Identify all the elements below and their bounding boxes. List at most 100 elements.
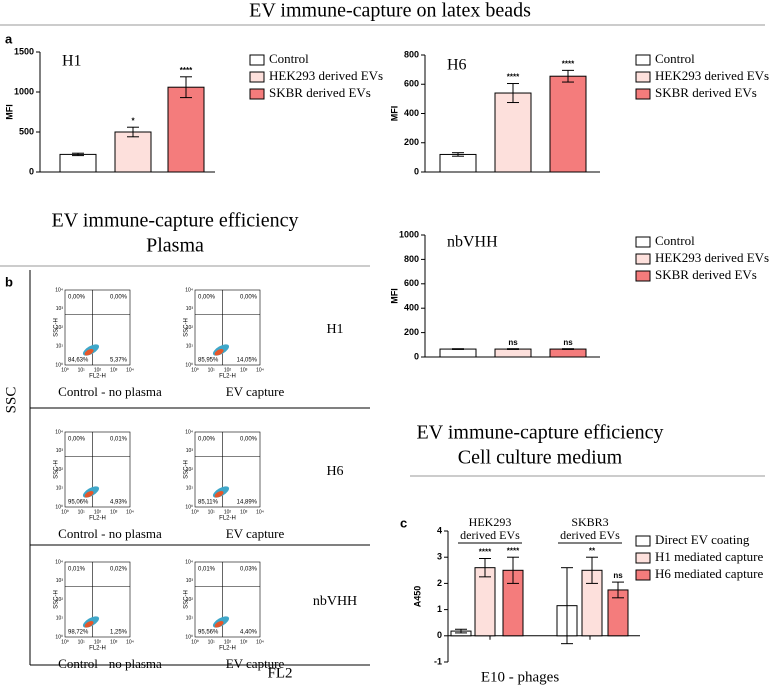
quadrant-percent: 0,01% bbox=[198, 567, 216, 573]
legend-swatch bbox=[249, 88, 265, 100]
significance: ns bbox=[508, 338, 518, 347]
x-tick-label: 10² bbox=[94, 509, 102, 515]
y-tick-label: 1500 bbox=[14, 46, 34, 56]
x-tick-label: 10¹ bbox=[78, 639, 86, 645]
y-tick-label: 0 bbox=[437, 630, 442, 640]
y-tick-label: 10⁰ bbox=[55, 362, 63, 368]
bar bbox=[549, 348, 587, 358]
quadrant-percent: 0,01% bbox=[110, 437, 128, 443]
legend-swatch bbox=[635, 236, 651, 248]
flow-x-title: FL2 bbox=[267, 665, 292, 681]
y-tick-label: 1 bbox=[437, 604, 442, 614]
quadrant-percent: 0,00% bbox=[110, 295, 128, 301]
flow-y-axis: SSC-H bbox=[184, 460, 190, 479]
significance: **** bbox=[507, 546, 520, 555]
x-tick-label: 10³ bbox=[110, 509, 118, 515]
x-tick-label: 10⁰ bbox=[191, 367, 199, 373]
legend-swatch bbox=[635, 253, 651, 265]
bar bbox=[167, 86, 205, 173]
significance: **** bbox=[562, 59, 575, 68]
significance: **** bbox=[180, 66, 193, 75]
legend-label: Control bbox=[655, 233, 695, 248]
legend-swatch bbox=[249, 54, 265, 66]
y-tick-label: 0 bbox=[414, 166, 419, 176]
quadrant-percent: 1,25% bbox=[110, 630, 128, 636]
y-tick-label: 400 bbox=[404, 108, 419, 118]
x-tick-label: 10⁴ bbox=[126, 367, 134, 373]
x-tick-label: 10⁴ bbox=[126, 639, 134, 645]
y-tick-label: 10³ bbox=[186, 448, 194, 454]
legend-swatch bbox=[635, 552, 651, 564]
cell-cluster bbox=[214, 490, 224, 498]
y-tick-label: 10¹ bbox=[186, 616, 194, 622]
y-tick-label: 600 bbox=[404, 79, 419, 89]
quadrant-percent: 0,00% bbox=[198, 437, 216, 443]
y-tick-label: 1000 bbox=[14, 86, 34, 96]
y-tick-label: 10² bbox=[56, 597, 64, 603]
legend-label: Direct EV coating bbox=[655, 532, 750, 547]
flow-plot bbox=[194, 289, 261, 366]
y-tick-label: 10¹ bbox=[56, 486, 64, 492]
chart-title: H6 bbox=[447, 57, 467, 74]
x-axis-label: E10 - phages bbox=[481, 669, 559, 685]
y-tick-label: 10² bbox=[186, 325, 194, 331]
y-tick-label: 0 bbox=[414, 351, 419, 361]
bar bbox=[474, 567, 496, 637]
quadrant-percent: 14,05% bbox=[237, 358, 258, 364]
y-tick-label: 3 bbox=[437, 552, 442, 562]
flow-y-axis: SSC-H bbox=[54, 460, 60, 479]
y-tick-label: 1000 bbox=[399, 229, 419, 239]
flow-plot bbox=[194, 431, 261, 508]
y-tick-label: 10⁰ bbox=[185, 634, 193, 640]
cell-cluster bbox=[84, 348, 94, 356]
x-tick-label: 10¹ bbox=[208, 509, 216, 515]
quadrant-percent: 14,89% bbox=[237, 500, 258, 506]
quadrant-percent: 0,01% bbox=[68, 567, 86, 573]
y-tick-label: 10³ bbox=[56, 578, 64, 584]
y-tick-label: 10⁴ bbox=[55, 287, 63, 293]
significance: ns bbox=[613, 571, 623, 580]
flow-x-axis: FL2-H bbox=[219, 374, 236, 380]
y-tick-label: 10³ bbox=[56, 448, 64, 454]
quadrant-percent: 98,72% bbox=[68, 630, 89, 636]
section-subtitle: Cell culture medium bbox=[458, 447, 623, 469]
quadrant-percent: 0,00% bbox=[68, 437, 86, 443]
x-tick-label: 10² bbox=[94, 639, 102, 645]
legend-label: HEK293 derived EVs bbox=[655, 250, 769, 265]
y-tick-label: 500 bbox=[19, 126, 34, 136]
flow-x-axis: FL2-H bbox=[219, 516, 236, 522]
flow-y-axis: SSC-H bbox=[54, 590, 60, 609]
y-tick-label: 10¹ bbox=[186, 486, 194, 492]
x-tick-label: 10³ bbox=[240, 639, 248, 645]
group-label: SKBR3 bbox=[571, 515, 608, 529]
x-tick-label: 10¹ bbox=[78, 367, 86, 373]
panel-label: b bbox=[5, 274, 13, 289]
quadrant-percent: 84,63% bbox=[68, 358, 89, 364]
y-tick-label: 200 bbox=[404, 327, 419, 337]
y-tick-label: 2 bbox=[437, 578, 442, 588]
quadrant-percent: 0,00% bbox=[240, 295, 258, 301]
legend-swatch bbox=[635, 270, 651, 282]
x-tick-label: 10² bbox=[224, 639, 232, 645]
y-tick-label: 800 bbox=[404, 49, 419, 59]
x-tick-label: 10³ bbox=[110, 639, 118, 645]
significance: ** bbox=[589, 546, 596, 555]
y-tick-label: 800 bbox=[404, 254, 419, 264]
flow-plot bbox=[64, 289, 131, 366]
group-label: derived EVs bbox=[460, 528, 520, 542]
x-tick-label: 10⁴ bbox=[256, 367, 264, 373]
y-tick-label: -1 bbox=[434, 656, 442, 666]
x-tick-label: 10² bbox=[224, 367, 232, 373]
cell-cluster bbox=[214, 620, 224, 628]
y-tick-label: 10¹ bbox=[56, 616, 64, 622]
y-axis-label: MFI bbox=[389, 106, 399, 122]
y-tick-label: 10² bbox=[56, 325, 64, 331]
cell-cluster bbox=[84, 620, 94, 628]
y-tick-label: 10³ bbox=[186, 578, 194, 584]
significance: **** bbox=[507, 73, 520, 82]
legend-swatch bbox=[635, 569, 651, 581]
x-tick-label: 10⁰ bbox=[191, 509, 199, 515]
bar bbox=[494, 348, 532, 358]
quadrant-percent: 0,00% bbox=[240, 437, 258, 443]
bar bbox=[549, 75, 587, 173]
